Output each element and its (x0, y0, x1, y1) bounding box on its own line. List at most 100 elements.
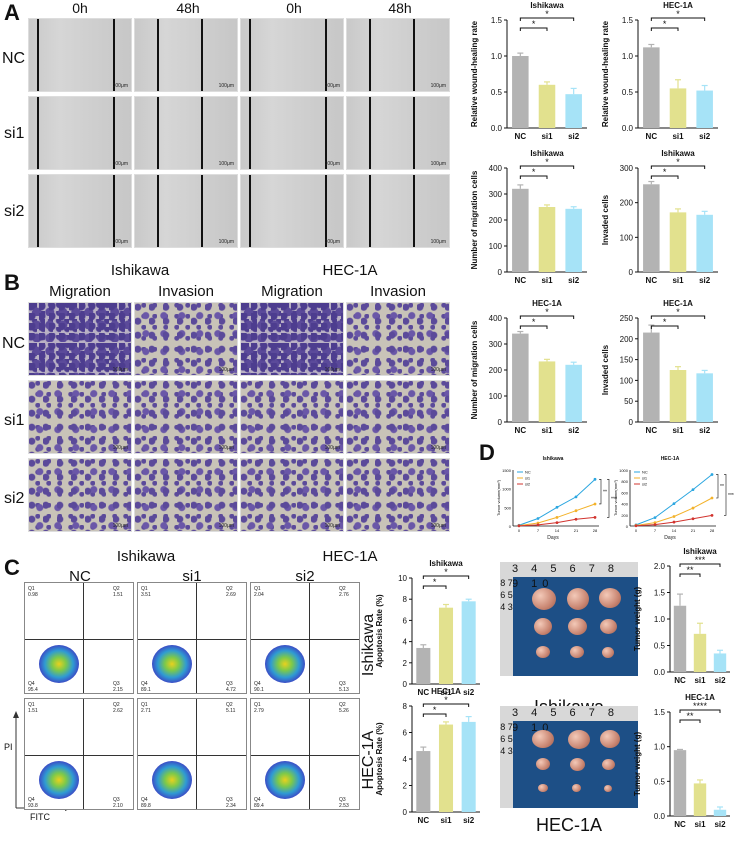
data-point (653, 516, 657, 519)
y-tick-label: 1.5 (654, 589, 666, 598)
wound-edge-line (249, 175, 251, 247)
quadrant-line-h (25, 639, 133, 640)
y-axis-label: Invaded cells (601, 344, 610, 395)
scale-bar-label: 100μm (218, 445, 234, 451)
x-tick-label: 7 (654, 528, 657, 533)
quadrant-line-v (309, 699, 310, 809)
significance-label: * (545, 9, 549, 19)
bar (696, 90, 713, 128)
y-tick-label: 0.5 (654, 777, 666, 786)
significance-label: * (663, 317, 667, 327)
quadrant-q4-label: Q4 95.4 (28, 681, 38, 693)
quadrant-q1-label: Q1 2.71 (141, 702, 151, 714)
scale-bar-label: 100μm (324, 161, 340, 167)
quadrant-line-v (83, 699, 84, 809)
y-tick-label: 1.0 (622, 52, 634, 61)
scale-bar-label: 100μm (430, 523, 446, 529)
y-tick-label: 200 (621, 513, 628, 518)
scale-bar-label: 100μm (218, 367, 234, 373)
quadrant-line-v (83, 583, 84, 693)
row-head-b-nc: NC (2, 335, 26, 352)
wound-image: 100μm (346, 18, 450, 92)
y-tick-label: 10 (398, 574, 407, 583)
significance-label: * (676, 307, 680, 317)
y-tick-label: 100 (620, 376, 634, 385)
legend-label: si1 (525, 476, 531, 481)
flow-plot: Q1 3.51 Q2 2.69 Q3 4.72 Q4 89.1 (137, 582, 247, 694)
bar (696, 214, 713, 272)
wound-edge-line (157, 175, 159, 247)
wound-edge-line (113, 19, 115, 91)
cell-population (152, 761, 192, 799)
transwell-image: 100μm (346, 380, 450, 454)
y-tick-label: 200 (620, 335, 634, 344)
x-tick-label: si2 (463, 688, 475, 697)
panel-letter-d: D (479, 440, 495, 465)
wound-edge-line (325, 97, 327, 169)
data-point (536, 523, 540, 527)
y-tick-label: 100 (620, 233, 634, 242)
y-axis-label: Number of migration cells (470, 320, 479, 419)
tumor (602, 647, 614, 658)
significance-bracket (519, 165, 575, 169)
x-tick-label: 7 (537, 528, 540, 533)
significance-bracket (679, 709, 721, 713)
x-tick-label: si2 (699, 426, 711, 435)
y-axis-label: Tumor volume(mm³) (613, 479, 618, 516)
y-tick-label: 300 (489, 340, 503, 349)
significance-label: * (433, 577, 437, 587)
wound-edge-line (249, 97, 251, 169)
scale-bar-label: 100μm (218, 523, 234, 529)
y-tick-label: 300 (620, 164, 634, 173)
significance-bracket (716, 474, 719, 499)
x-tick-label: si2 (568, 276, 580, 285)
y-tick-label: 50 (624, 397, 633, 406)
quadrant-q1-label: Q1 3.51 (141, 586, 151, 598)
wound-edge-line (413, 97, 415, 169)
y-tick-label: 0 (498, 268, 503, 277)
row-head-a-si2: si2 (4, 203, 25, 220)
wound-image: 100μm (240, 174, 344, 248)
quadrant-q2-label: Q2 1.51 (113, 586, 123, 598)
x-tick-label: si1 (672, 132, 684, 141)
chart-title: HEC-1A (661, 456, 680, 462)
significance-bracket (650, 315, 706, 319)
scale-bar-label: 100μm (112, 83, 128, 89)
x-tick-label: NC (418, 816, 430, 825)
significance-bracket (650, 27, 679, 31)
chart-title: Ishikawa (543, 456, 564, 462)
x-tick-label: si2 (568, 132, 580, 141)
tumor (532, 588, 556, 610)
scale-bar-label: 100μm (324, 367, 340, 373)
data-point (555, 521, 559, 525)
tumor (536, 646, 550, 658)
x-tick-label: NC (418, 688, 430, 697)
wound-edge-line (369, 97, 371, 169)
legend-label: si2 (525, 482, 531, 487)
row-head-b-si1: si1 (4, 412, 25, 429)
quadrant-q1-label: Q1 1.51 (28, 702, 38, 714)
scale-bar-label: 100μm (112, 161, 128, 167)
y-tick-label: 200 (489, 366, 503, 375)
tumor (604, 785, 612, 792)
significance-bracket (607, 479, 610, 518)
col-head-a-3: 48h (388, 0, 412, 16)
wound-edge-line (413, 175, 415, 247)
x-tick-label: NC (646, 132, 658, 141)
significance-label: ** (686, 565, 694, 575)
flow-plot: Q1 1.51 Q2 2.62 Q3 2.10 Q4 93.8 (24, 698, 134, 810)
y-tick-label: 200 (489, 216, 503, 225)
y-tick-label: 100 (489, 392, 503, 401)
wound-edge-line (325, 19, 327, 91)
quadrant-line-h (251, 639, 359, 640)
y-tick-label: 0.0 (654, 668, 666, 677)
bar (538, 207, 556, 272)
legend-label: si2 (642, 482, 648, 487)
row-head-a-nc: NC (2, 50, 26, 67)
panel-letter-c: C (4, 555, 20, 580)
y-tick-label: 2.0 (654, 562, 666, 571)
y-tick-label: 6 (403, 729, 408, 738)
y-tick-label: 4 (403, 638, 408, 647)
group-head-b-ishikawa: Ishikawa (110, 262, 170, 279)
